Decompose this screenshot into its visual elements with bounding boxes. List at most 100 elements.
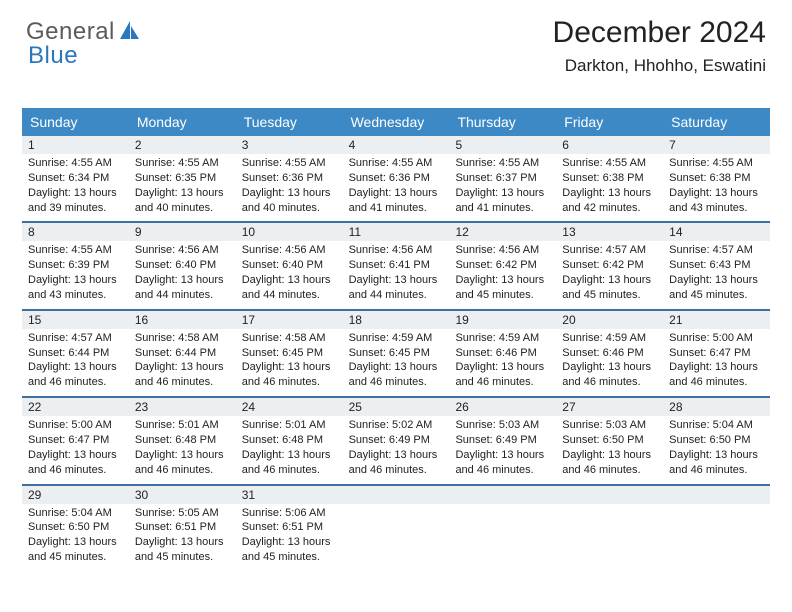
day-number: 15 bbox=[22, 311, 129, 329]
sunrise-text: Sunrise: 4:56 AM bbox=[242, 243, 337, 258]
day-cell: 23 Sunrise: 5:01 AMSunset: 6:48 PMDayligh… bbox=[129, 398, 236, 483]
day-number: 3 bbox=[236, 136, 343, 154]
sunset-text: Sunset: 6:46 PM bbox=[455, 346, 550, 361]
daylight-line1: Daylight: 13 hours bbox=[135, 360, 230, 375]
day-info: Sunrise: 5:01 AMSunset: 6:48 PMDaylight:… bbox=[242, 418, 337, 477]
day-number: 17 bbox=[236, 311, 343, 329]
daylight-line2: and 45 minutes. bbox=[669, 288, 764, 303]
sunrise-text: Sunrise: 4:56 AM bbox=[349, 243, 444, 258]
sunrise-text: Sunrise: 4:59 AM bbox=[455, 331, 550, 346]
day-number: 11 bbox=[343, 223, 450, 241]
daylight-line2: and 46 minutes. bbox=[455, 375, 550, 390]
day-info: Sunrise: 5:01 AMSunset: 6:48 PMDaylight:… bbox=[135, 418, 230, 477]
daylight-line1: Daylight: 13 hours bbox=[455, 186, 550, 201]
daylight-line1: Daylight: 13 hours bbox=[242, 360, 337, 375]
daylight-line1: Daylight: 13 hours bbox=[349, 186, 444, 201]
day-cell: . bbox=[343, 486, 450, 571]
sunset-text: Sunset: 6:41 PM bbox=[349, 258, 444, 273]
day-number: 23 bbox=[129, 398, 236, 416]
daylight-line2: and 46 minutes. bbox=[28, 375, 123, 390]
sunset-text: Sunset: 6:44 PM bbox=[135, 346, 230, 361]
day-cell: . bbox=[449, 486, 556, 571]
day-number: 22 bbox=[22, 398, 129, 416]
daylight-line1: Daylight: 13 hours bbox=[562, 273, 657, 288]
daylight-line2: and 46 minutes. bbox=[135, 463, 230, 478]
sunrise-text: Sunrise: 4:55 AM bbox=[349, 156, 444, 171]
sunset-text: Sunset: 6:46 PM bbox=[562, 346, 657, 361]
day-cell: 7Sunrise: 4:55 AMSunset: 6:38 PMDaylight… bbox=[663, 136, 770, 221]
calendar-grid: Sunday Monday Tuesday Wednesday Thursday… bbox=[22, 108, 770, 571]
daylight-line1: Daylight: 13 hours bbox=[562, 360, 657, 375]
sunset-text: Sunset: 6:51 PM bbox=[242, 520, 337, 535]
daylight-line1: Daylight: 13 hours bbox=[242, 535, 337, 550]
day-cell: 25Sunrise: 5:02 AMSunset: 6:49 PMDayligh… bbox=[343, 398, 450, 483]
sunrise-text: Sunrise: 4:55 AM bbox=[669, 156, 764, 171]
sunrise-text: Sunrise: 5:04 AM bbox=[669, 418, 764, 433]
day-info: Sunrise: 4:57 AMSunset: 6:42 PMDaylight:… bbox=[562, 243, 657, 302]
day-cell: 4Sunrise: 4:55 AMSunset: 6:36 PMDaylight… bbox=[343, 136, 450, 221]
day-info: Sunrise: 4:56 AMSunset: 6:40 PMDaylight:… bbox=[242, 243, 337, 302]
day-number: 14 bbox=[663, 223, 770, 241]
day-number: 24 bbox=[236, 398, 343, 416]
day-number: 31 bbox=[236, 486, 343, 504]
day-info: Sunrise: 4:55 AMSunset: 6:35 PMDaylight:… bbox=[135, 156, 230, 215]
day-info: Sunrise: 5:06 AMSunset: 6:51 PMDaylight:… bbox=[242, 506, 337, 565]
day-cell: 5Sunrise: 4:55 AMSunset: 6:37 PMDaylight… bbox=[449, 136, 556, 221]
day-cell: 26Sunrise: 5:03 AMSunset: 6:49 PMDayligh… bbox=[449, 398, 556, 483]
daylight-line1: Daylight: 13 hours bbox=[135, 535, 230, 550]
daylight-line2: and 44 minutes. bbox=[135, 288, 230, 303]
daylight-line2: and 45 minutes. bbox=[455, 288, 550, 303]
sunrise-text: Sunrise: 4:55 AM bbox=[562, 156, 657, 171]
daylight-line2: and 39 minutes. bbox=[28, 201, 123, 216]
week-row: 29 Sunrise: 5:04 AMSunset: 6:50 PMDayligh… bbox=[22, 484, 770, 571]
sunrise-text: Sunrise: 4:55 AM bbox=[455, 156, 550, 171]
daylight-line1: Daylight: 13 hours bbox=[669, 360, 764, 375]
sunrise-text: Sunrise: 5:01 AM bbox=[135, 418, 230, 433]
daylight-line1: Daylight: 13 hours bbox=[349, 273, 444, 288]
sunrise-text: Sunrise: 5:00 AM bbox=[669, 331, 764, 346]
day-info: Sunrise: 5:04 AMSunset: 6:50 PMDaylight:… bbox=[28, 506, 123, 565]
week-row: 22Sunrise: 5:00 AMSunset: 6:47 PMDayligh… bbox=[22, 396, 770, 483]
daylight-line1: Daylight: 13 hours bbox=[242, 186, 337, 201]
day-number: 16 bbox=[129, 311, 236, 329]
day-number: . bbox=[343, 486, 450, 504]
sunset-text: Sunset: 6:51 PM bbox=[135, 520, 230, 535]
day-number: 6 bbox=[556, 136, 663, 154]
day-info: Sunrise: 4:56 AMSunset: 6:41 PMDaylight:… bbox=[349, 243, 444, 302]
sunrise-text: Sunrise: 4:57 AM bbox=[669, 243, 764, 258]
sunset-text: Sunset: 6:45 PM bbox=[349, 346, 444, 361]
sunset-text: Sunset: 6:49 PM bbox=[349, 433, 444, 448]
day-number: 1 bbox=[22, 136, 129, 154]
daylight-line2: and 40 minutes. bbox=[135, 201, 230, 216]
daylight-line1: Daylight: 13 hours bbox=[28, 448, 123, 463]
day-number: 29 bbox=[22, 486, 129, 504]
sunset-text: Sunset: 6:40 PM bbox=[135, 258, 230, 273]
day-cell: 22Sunrise: 5:00 AMSunset: 6:47 PMDayligh… bbox=[22, 398, 129, 483]
daylight-line1: Daylight: 13 hours bbox=[669, 273, 764, 288]
day-number: 12 bbox=[449, 223, 556, 241]
weekday-tue: Tuesday bbox=[236, 108, 343, 136]
sunset-text: Sunset: 6:38 PM bbox=[669, 171, 764, 186]
day-cell: 19Sunrise: 4:59 AMSunset: 6:46 PMDayligh… bbox=[449, 311, 556, 396]
day-info: Sunrise: 5:03 AMSunset: 6:50 PMDaylight:… bbox=[562, 418, 657, 477]
daylight-line2: and 46 minutes. bbox=[349, 375, 444, 390]
day-cell: 18Sunrise: 4:59 AMSunset: 6:45 PMDayligh… bbox=[343, 311, 450, 396]
daylight-line1: Daylight: 13 hours bbox=[28, 186, 123, 201]
day-cell: 8Sunrise: 4:55 AMSunset: 6:39 PMDaylight… bbox=[22, 223, 129, 308]
day-number: 25 bbox=[343, 398, 450, 416]
sunset-text: Sunset: 6:42 PM bbox=[562, 258, 657, 273]
day-number: 20 bbox=[556, 311, 663, 329]
sunset-text: Sunset: 6:45 PM bbox=[242, 346, 337, 361]
weekday-header: Sunday Monday Tuesday Wednesday Thursday… bbox=[22, 108, 770, 136]
day-cell: 6Sunrise: 4:55 AMSunset: 6:38 PMDaylight… bbox=[556, 136, 663, 221]
daylight-line2: and 43 minutes. bbox=[669, 201, 764, 216]
daylight-line2: and 46 minutes. bbox=[349, 463, 444, 478]
day-info: Sunrise: 4:57 AMSunset: 6:44 PMDaylight:… bbox=[28, 331, 123, 390]
day-info: Sunrise: 4:55 AMSunset: 6:39 PMDaylight:… bbox=[28, 243, 123, 302]
day-number: 4 bbox=[343, 136, 450, 154]
daylight-line2: and 44 minutes. bbox=[349, 288, 444, 303]
sunset-text: Sunset: 6:35 PM bbox=[135, 171, 230, 186]
daylight-line2: and 40 minutes. bbox=[242, 201, 337, 216]
daylight-line1: Daylight: 13 hours bbox=[349, 448, 444, 463]
daylight-line1: Daylight: 13 hours bbox=[455, 448, 550, 463]
